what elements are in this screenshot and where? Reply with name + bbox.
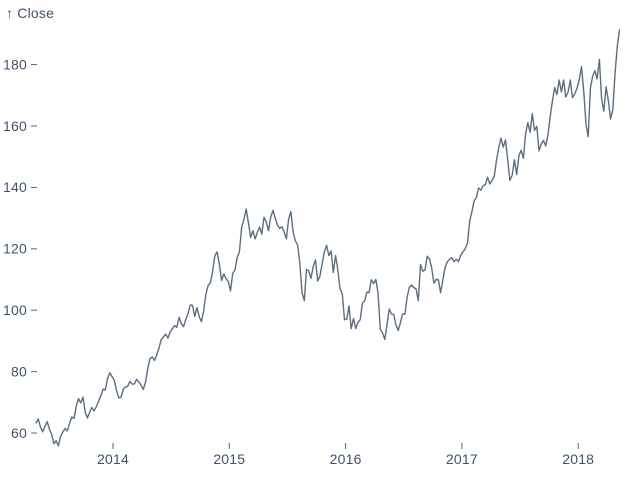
x-tick-label: 2014 (97, 451, 129, 467)
y-tick-label: 60 (11, 425, 27, 441)
x-tick-label: 2015 (213, 451, 245, 467)
y-axis-title: ↑ Close (6, 5, 54, 21)
y-tick-label: 160 (3, 118, 27, 134)
y-tick-label: 80 (11, 363, 27, 379)
y-tick-label: 120 (3, 241, 27, 257)
x-tick-label: 2016 (330, 451, 362, 467)
y-tick-label: 180 (3, 56, 27, 72)
x-tick-label: 2018 (562, 451, 594, 467)
close-price-line (35, 29, 621, 447)
y-axis: 60 80 100 120 140 160 180 (3, 56, 37, 441)
y-tick-label: 140 (3, 179, 27, 195)
x-axis: 2014 2015 2016 2017 2018 (97, 443, 594, 467)
x-tick-label: 2017 (446, 451, 478, 467)
y-tick-label: 100 (3, 302, 27, 318)
